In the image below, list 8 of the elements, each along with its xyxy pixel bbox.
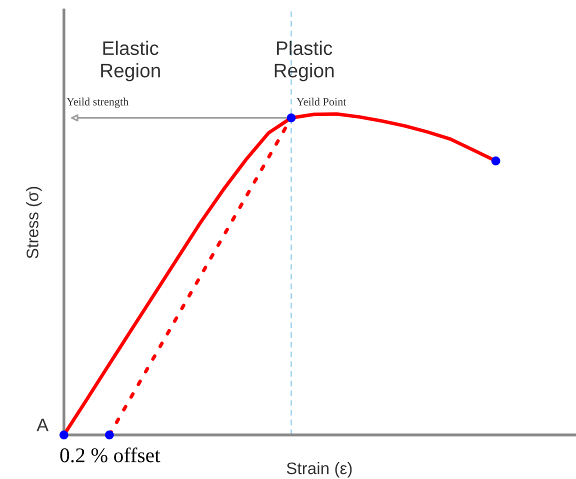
text: Yeild strength (66, 98, 128, 108)
text: Plastic Region (274, 40, 334, 82)
y-axis-title: Stress (σ) (26, 186, 42, 258)
text: A (36, 418, 49, 432)
text: Yeild Point (296, 98, 346, 106)
text: Elastic Region (101, 40, 160, 82)
text: 0.2 % offset (60, 447, 160, 462)
x-axis-title: Strain (ε) (286, 462, 352, 478)
